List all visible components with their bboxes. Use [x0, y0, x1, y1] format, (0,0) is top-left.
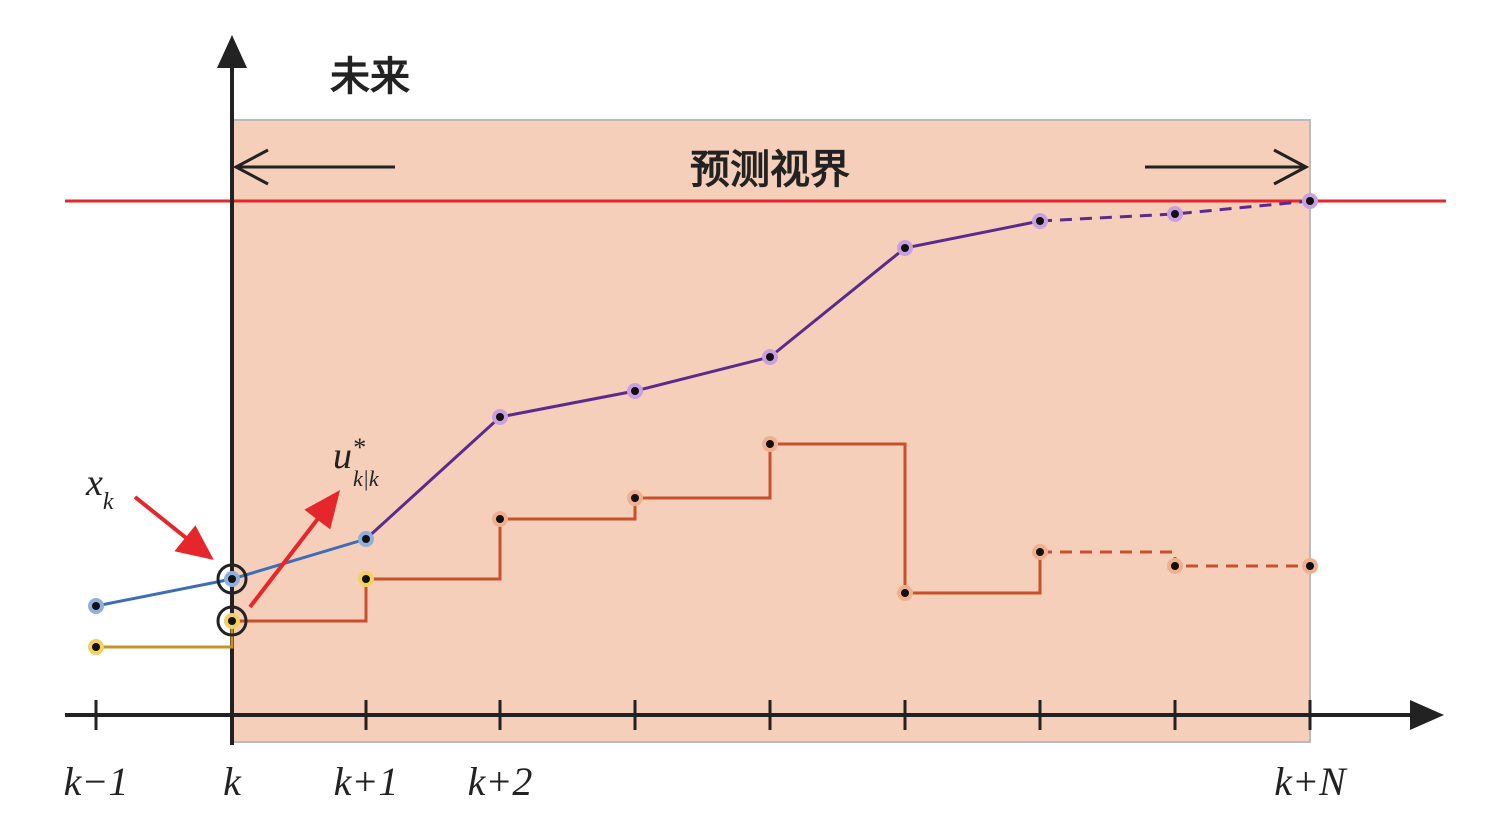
point — [766, 353, 774, 361]
past-control — [96, 621, 234, 649]
tick-label: k+1 — [334, 759, 399, 804]
state-label: xk — [85, 462, 114, 515]
control-marker — [216, 605, 248, 637]
trajectories — [88, 193, 1318, 655]
tick-label: k+2 — [468, 759, 533, 804]
state-marker — [216, 563, 248, 595]
point — [1171, 562, 1179, 570]
point — [901, 589, 909, 597]
point — [228, 575, 236, 583]
point — [1306, 197, 1314, 205]
point — [92, 602, 100, 610]
horizon-area — [231, 119, 1311, 743]
point — [362, 535, 370, 543]
ticks: k−1 k k+1 k+2 k+N — [64, 700, 1348, 804]
point — [766, 440, 774, 448]
point — [362, 575, 370, 583]
point — [1171, 210, 1179, 218]
horizon-arrows — [232, 148, 1310, 186]
x-axis-arrow — [1410, 700, 1444, 730]
point — [228, 617, 236, 625]
predicted-state-tail — [1039, 199, 1311, 223]
tick-label: k−1 — [64, 759, 129, 804]
y-axis-arrow — [217, 35, 247, 68]
annotation-arrows — [133, 490, 341, 609]
point — [496, 413, 504, 421]
horizon-label: 预测视界 — [690, 147, 850, 193]
point — [92, 643, 100, 651]
future-label: 未来 — [330, 54, 410, 100]
point — [496, 515, 504, 523]
point — [1036, 548, 1044, 556]
point — [901, 244, 909, 252]
point — [1036, 217, 1044, 225]
point — [1306, 562, 1314, 570]
point — [631, 494, 639, 502]
predicted-state — [364, 219, 1041, 541]
control-label: u* k|k — [333, 433, 380, 491]
point — [631, 387, 639, 395]
tick-label: k+N — [1274, 759, 1348, 804]
tick-label: k — [223, 759, 242, 804]
